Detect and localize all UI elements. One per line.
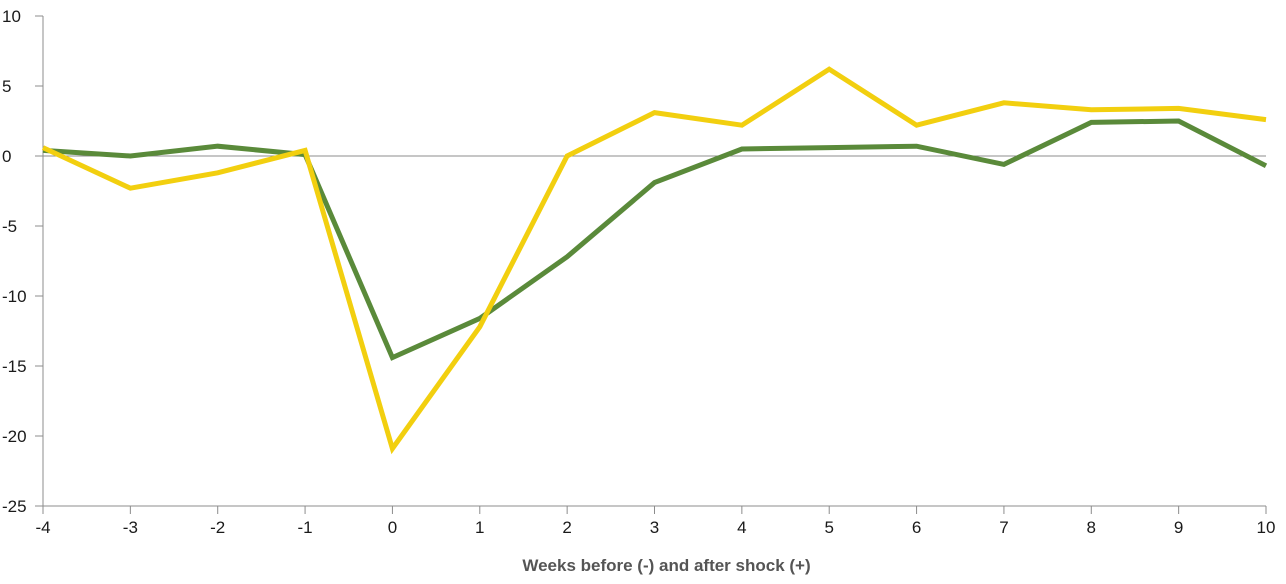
y-tick-label: -25 bbox=[2, 497, 27, 516]
x-tick-label: 10 bbox=[1257, 518, 1276, 537]
y-tick-label: 0 bbox=[2, 147, 11, 166]
x-axis-title: Weeks before (-) and after shock (+) bbox=[522, 556, 810, 575]
series-lines bbox=[41, 66, 1268, 455]
x-tick-label: 9 bbox=[1174, 518, 1183, 537]
x-tick-label: 1 bbox=[475, 518, 484, 537]
x-tick-label: 4 bbox=[737, 518, 746, 537]
x-tick-label: -1 bbox=[298, 518, 313, 537]
x-tick-label: 6 bbox=[912, 518, 921, 537]
y-tick-label: 5 bbox=[2, 77, 11, 96]
x-tick-label: 0 bbox=[388, 518, 397, 537]
x-tick-label: -4 bbox=[35, 518, 50, 537]
y-axis: 10 5 0 -5 -10 -15 -20 -25 bbox=[2, 7, 44, 516]
x-tick-label: 7 bbox=[999, 518, 1008, 537]
x-tick-label: -3 bbox=[123, 518, 138, 537]
x-tick-label: 5 bbox=[824, 518, 833, 537]
x-tick-label: -2 bbox=[210, 518, 225, 537]
series-line-yellow bbox=[41, 66, 1267, 455]
y-tick-label: -15 bbox=[2, 357, 27, 376]
y-tick-label: -10 bbox=[2, 287, 27, 306]
x-tick-label: 3 bbox=[650, 518, 659, 537]
x-tick-label: 8 bbox=[1087, 518, 1096, 537]
series-line-green bbox=[42, 118, 1268, 361]
y-tick-label: -5 bbox=[2, 217, 17, 236]
y-tick-label: -20 bbox=[2, 427, 27, 446]
x-tick-label: 2 bbox=[562, 518, 571, 537]
x-axis: -4 -3 -2 -1 0 1 2 3 4 5 6 7 8 9 10 bbox=[35, 505, 1276, 537]
y-tick-label: 10 bbox=[2, 7, 21, 26]
